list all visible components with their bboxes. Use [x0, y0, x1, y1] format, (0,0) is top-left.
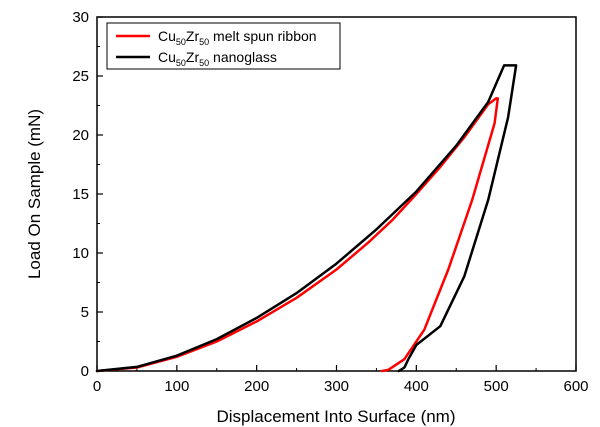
x-tick-label: 100 [164, 378, 189, 395]
y-axis-title: Load On Sample (mN) [25, 109, 44, 279]
axes: 0 100 200 300 400 500 600 0 5 10 15 20 25 30 [72, 9, 588, 395]
legend-nanoglass-cu-sub: 50 [176, 58, 186, 68]
series-line-nanoglass [95, 64, 518, 373]
legend-ribbon-cu-sub: 50 [176, 37, 186, 47]
data-series [95, 64, 518, 373]
legend-label-ribbon: Cu50Zr50 melt spun ribbon [158, 28, 317, 47]
legend-ribbon-rest: melt spun ribbon [209, 28, 316, 44]
x-tick-label: 300 [324, 378, 349, 395]
y-tick-label: 20 [72, 127, 89, 144]
series-line-melt-spun-ribbon [95, 97, 500, 373]
legend-nanoglass-rest: nanoglass [209, 49, 277, 65]
x-tick-label: 600 [563, 378, 588, 395]
y-tick-label: 0 [81, 363, 89, 380]
legend-nanoglass-cu: Cu [158, 49, 176, 65]
y-tick-label: 25 [72, 68, 89, 85]
legend-label-nanoglass: Cu50Zr50 nanoglass [158, 49, 277, 68]
legend-nanoglass-zr-sub: 50 [199, 58, 209, 68]
y-tick-label: 10 [72, 245, 89, 262]
x-axis-title: Displacement Into Surface (nm) [216, 407, 455, 426]
x-tick-label: 0 [93, 378, 101, 395]
y-tick-label: 5 [81, 304, 89, 321]
y-tick-label: 30 [72, 9, 89, 26]
legend-nanoglass-zr: Zr [186, 49, 200, 65]
legend-ribbon-cu: Cu [158, 28, 176, 44]
legend-ribbon-zr-sub: 50 [199, 37, 209, 47]
x-tick-label: 400 [404, 378, 429, 395]
legend-box [106, 22, 341, 70]
x-tick-label: 200 [244, 378, 269, 395]
plot-frame [96, 16, 577, 372]
legend-ribbon-zr: Zr [186, 28, 200, 44]
y-tick-label: 15 [72, 186, 89, 203]
x-tick-label: 500 [484, 378, 509, 395]
legend: Cu50Zr50 melt spun ribbon Cu50Zr50 nanog… [106, 22, 341, 70]
